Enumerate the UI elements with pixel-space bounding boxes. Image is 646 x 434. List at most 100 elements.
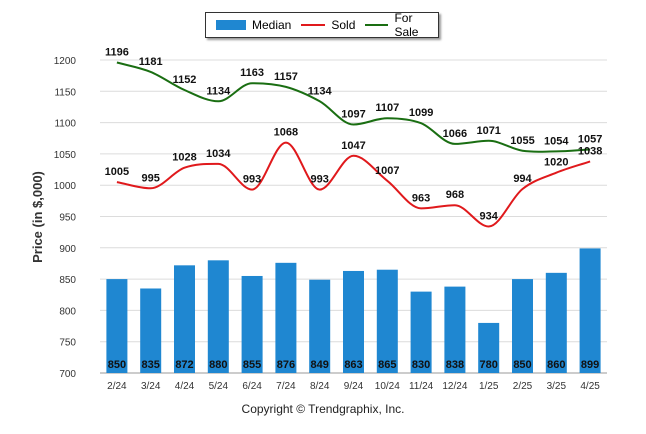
price-lines (116, 61, 591, 228)
bar-value-label: 863 (344, 359, 362, 371)
median-bar (309, 279, 331, 373)
line-point-labels: 1005 995 1028 1034 993 1068 993 1047 1007 963 968 9… (105, 47, 603, 223)
bar-value-label: 850 (513, 359, 531, 371)
y-tick-label: 1000 (54, 181, 77, 192)
for-sale-point-label: 1134 (308, 85, 333, 97)
sold-point-label: 1005 (105, 166, 129, 178)
y-tick-label: 700 (59, 369, 76, 380)
median-bar (512, 279, 533, 373)
legend-item-sold: Sold (301, 18, 355, 32)
sold-point-label: 934 (480, 211, 499, 223)
bar-value-label: 835 (142, 359, 160, 371)
for-sale-point-label: 1107 (375, 102, 399, 114)
x-tick-label: 11/24 (409, 381, 434, 392)
y-tick-label: 800 (59, 306, 76, 317)
copyright-footer: Copyright © Trendgraphix, Inc. (241, 402, 405, 416)
bar-value-label: 865 (378, 359, 396, 371)
for-sale-point-label: 1055 (510, 135, 534, 147)
median-bar (174, 265, 195, 373)
y-tick-label: 900 (59, 244, 76, 255)
for-sale-point-label: 1071 (476, 125, 500, 137)
median-bar-labels: 850 835 872 880 855 876 849 863 865 830 838 780 850 8… (108, 359, 600, 371)
sold-point-label: 994 (513, 173, 532, 185)
legend-swatch-for-sale (365, 24, 389, 26)
median-bar (545, 272, 567, 373)
bar-value-label: 876 (277, 359, 295, 371)
median-bar (275, 262, 297, 373)
legend-label-sold: Sold (331, 18, 356, 32)
median-bar (410, 291, 432, 373)
sold-point-label: 1034 (206, 148, 231, 160)
bar-value-label: 899 (581, 359, 599, 371)
bar-value-label: 838 (446, 359, 464, 371)
for-sale-point-label: 1097 (341, 108, 365, 120)
median-bar (343, 270, 364, 373)
x-tick-label: 2/25 (513, 381, 533, 392)
for-sale-point-label: 1134 (206, 85, 231, 97)
sold-point-label: 995 (142, 172, 160, 184)
bar-value-label: 849 (311, 359, 329, 371)
chart-legend: Median Sold For Sale (205, 11, 439, 39)
for-sale-point-label: 1057 (578, 134, 602, 146)
y-tick-label: 850 (59, 275, 76, 286)
bar-value-label: 850 (108, 359, 126, 371)
for-sale-point-label: 1163 (240, 67, 264, 79)
legend-label-for-sale: For Sale (394, 11, 419, 39)
bar-value-label: 880 (209, 359, 227, 371)
sold-point-label: 993 (311, 174, 329, 186)
for-sale-point-label: 1099 (409, 107, 433, 119)
sold-point-label: 1068 (274, 127, 298, 139)
for-sale-line (116, 61, 591, 153)
x-tick-label: 6/24 (242, 381, 262, 392)
y-tick-label: 1150 (54, 87, 76, 98)
sold-point-label: 963 (412, 192, 430, 204)
x-axis-ticks: 2/24 3/24 4/24 5/24 6/24 7/24 8/24 9/24 10/24 11/… (107, 381, 600, 392)
median-bar (444, 286, 466, 373)
median-bar (140, 288, 162, 373)
for-sale-point-label: 1066 (443, 128, 467, 140)
legend-label-median: Median (252, 18, 292, 32)
for-sale-point-label: 1181 (139, 56, 163, 68)
median-bar (241, 275, 263, 373)
median-bar (579, 248, 601, 373)
x-tick-label: 9/24 (344, 381, 364, 392)
y-tick-label: 1200 (54, 56, 77, 67)
sold-point-label: 968 (446, 189, 464, 201)
sold-line (116, 141, 591, 228)
x-tick-label: 2/24 (107, 381, 127, 392)
y-tick-label: 1100 (54, 119, 76, 130)
bar-value-label: 780 (480, 359, 498, 371)
bar-value-label: 860 (547, 359, 565, 371)
sold-point-label: 1047 (341, 140, 365, 152)
for-sale-point-label: 1152 (173, 74, 197, 86)
y-axis-label: Price (in $,000) (30, 171, 45, 263)
y-tick-label: 950 (59, 213, 76, 224)
median-bar (478, 322, 500, 373)
x-tick-label: 4/24 (175, 381, 195, 392)
x-tick-label: 8/24 (310, 381, 330, 392)
legend-swatch-median (216, 20, 246, 30)
bar-value-label: 872 (175, 359, 193, 371)
x-tick-label: 1/25 (479, 381, 499, 392)
x-tick-label: 4/25 (580, 381, 600, 392)
median-bar (376, 269, 398, 373)
for-sale-point-label: 1054 (544, 135, 569, 147)
sold-point-label: 1028 (172, 152, 196, 164)
x-tick-label: 3/24 (141, 381, 161, 392)
bar-value-label: 830 (412, 359, 430, 371)
x-tick-label: 5/24 (209, 381, 229, 392)
median-bar (207, 260, 229, 373)
legend-swatch-sold (301, 24, 326, 26)
sold-point-label: 993 (243, 174, 261, 186)
y-tick-label: 750 (59, 338, 76, 349)
for-sale-point-label: 1196 (105, 47, 129, 59)
x-tick-label: 7/24 (276, 381, 296, 392)
median-bar (106, 279, 128, 373)
y-tick-label: 1050 (54, 150, 77, 161)
legend-item-for-sale: For Sale (365, 11, 438, 39)
bar-value-label: 855 (243, 359, 261, 371)
sold-point-label: 1007 (375, 165, 399, 177)
sold-point-label: 1038 (578, 145, 602, 157)
median-bars (106, 248, 601, 373)
